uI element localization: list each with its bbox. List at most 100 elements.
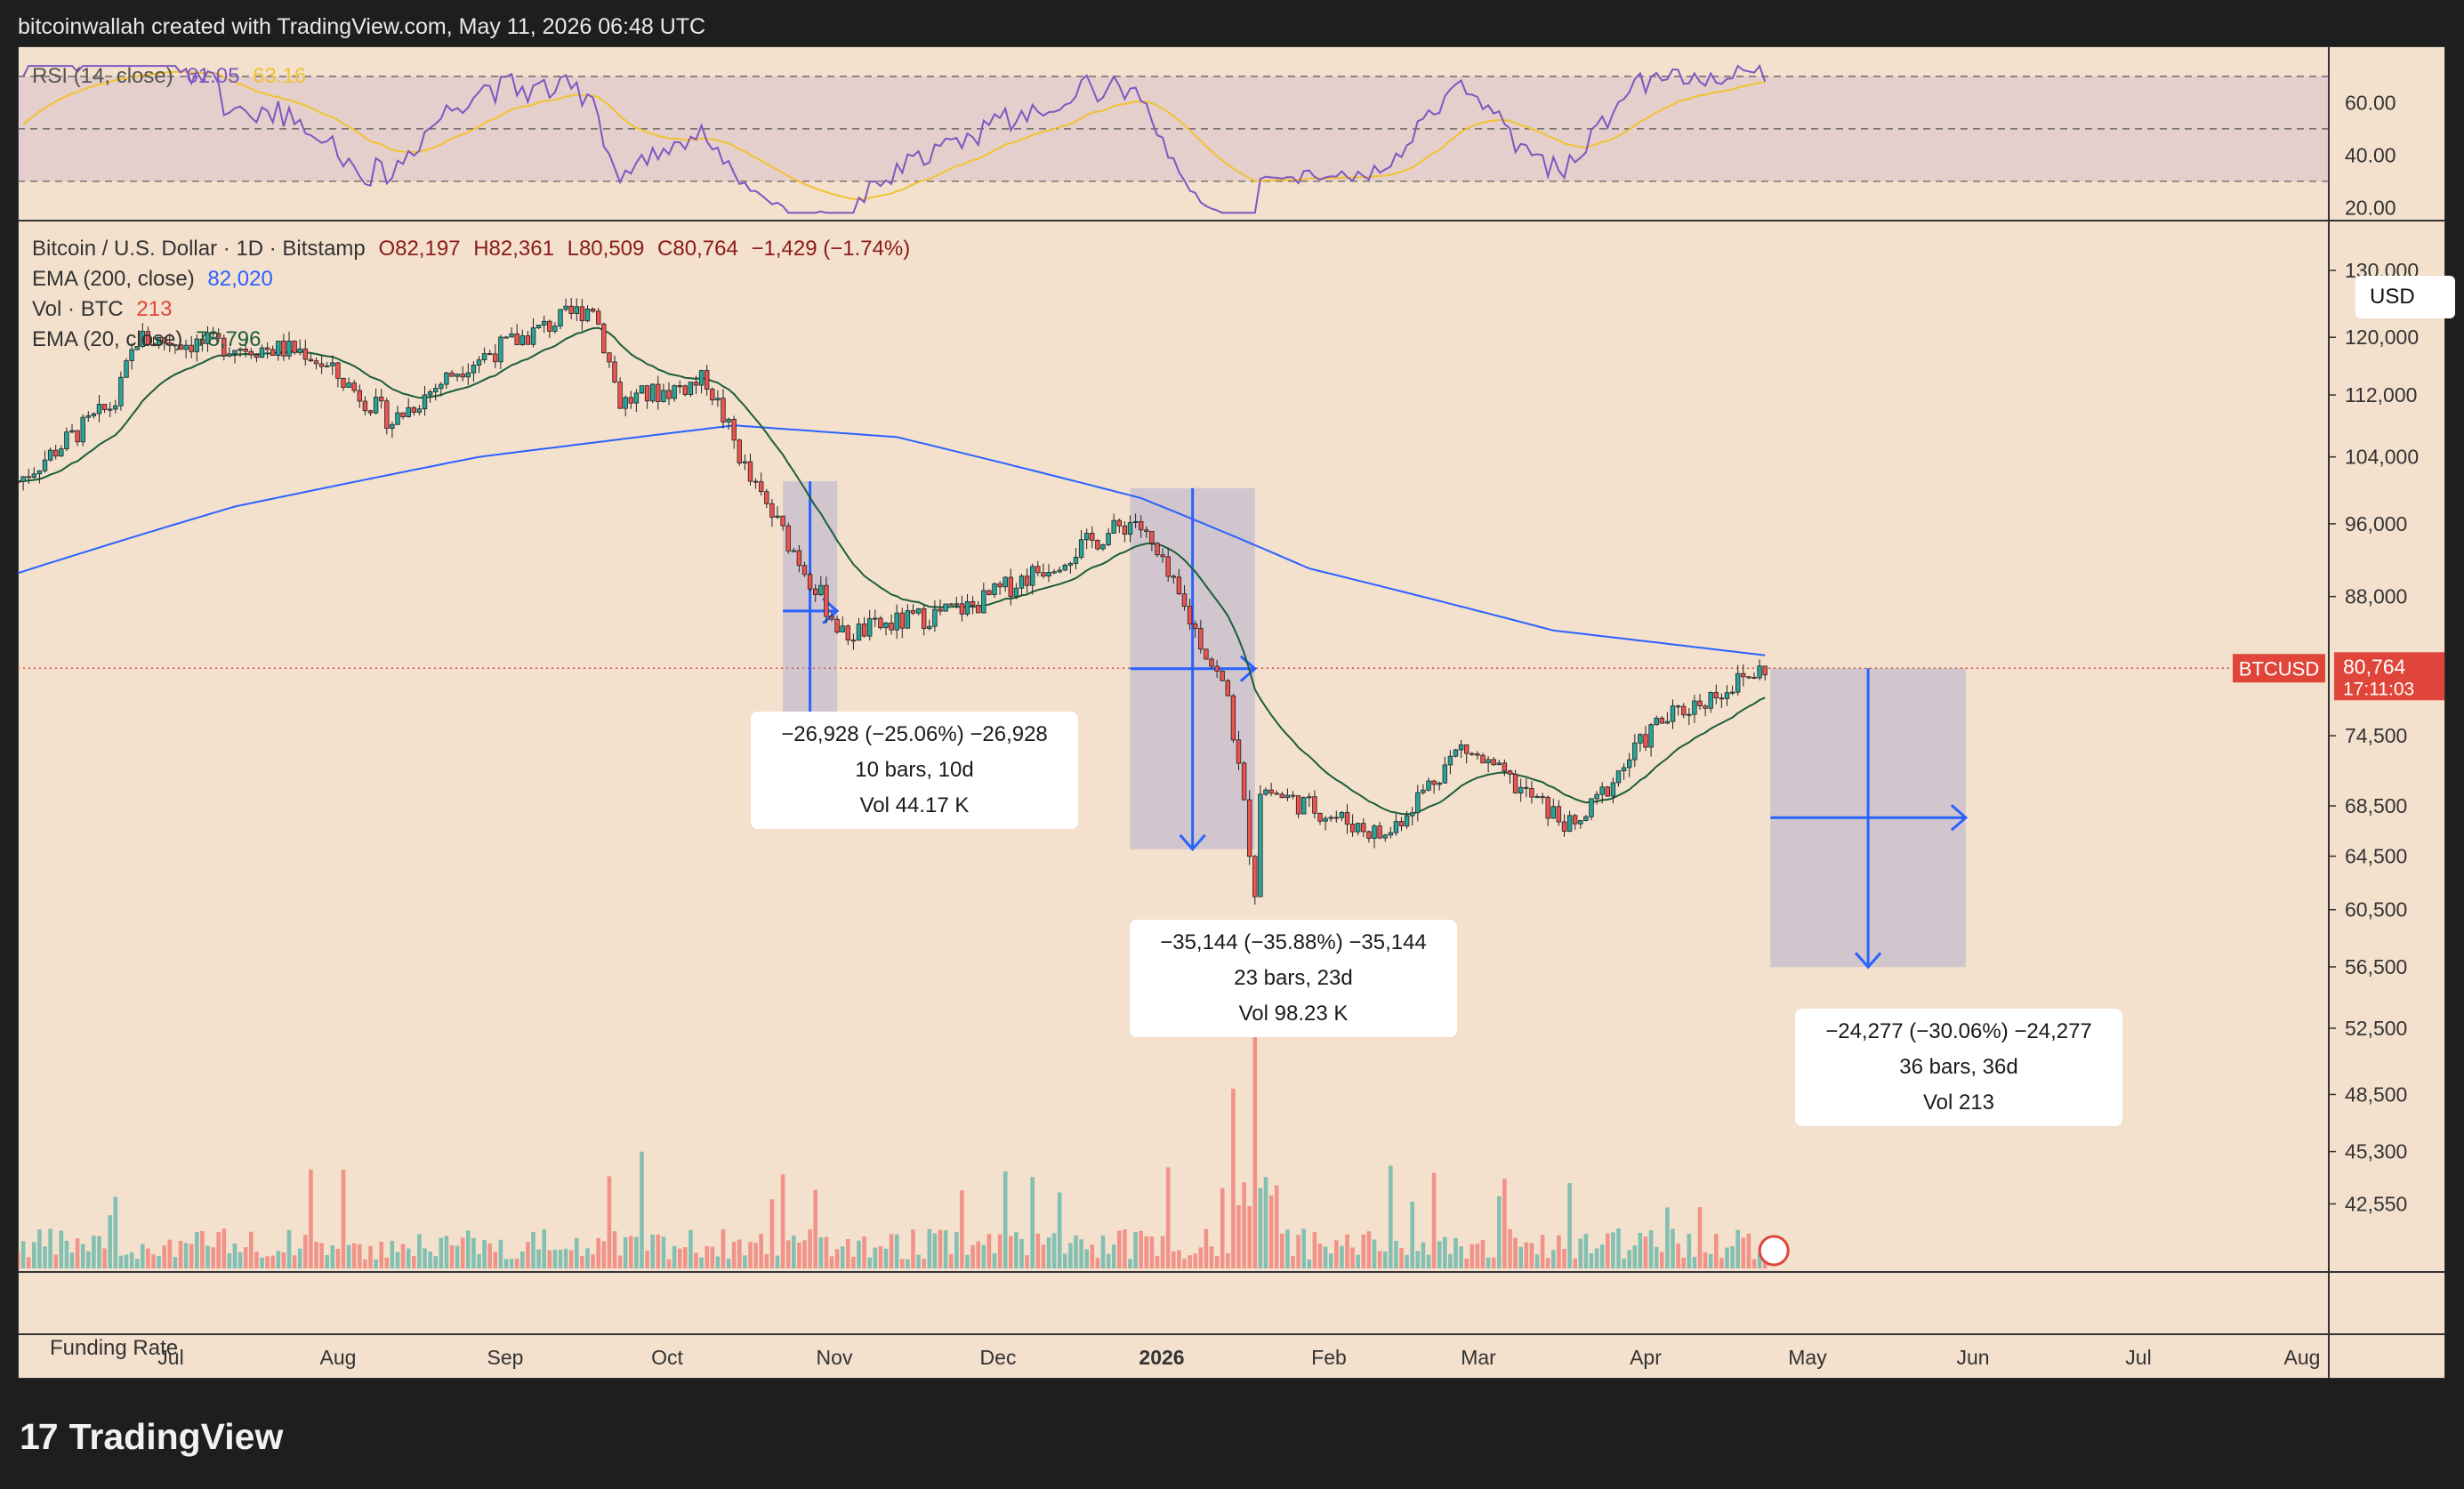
- us-flag-icon: [1758, 1235, 1790, 1267]
- volume-bar: [1741, 1237, 1746, 1268]
- candle-body: [1019, 575, 1025, 589]
- candle-body: [178, 344, 183, 350]
- candle-body: [362, 400, 368, 412]
- candle-body: [1035, 566, 1041, 574]
- tradingview-logo-icon: 17: [20, 1416, 59, 1457]
- volume-bar: [1730, 1246, 1735, 1268]
- volume-bar: [1188, 1255, 1192, 1268]
- symbol-title: Bitcoin / U.S. Dollar · 1D · Bitstamp: [32, 237, 366, 261]
- volume-bar: [1035, 1233, 1041, 1268]
- volume-bar: [558, 1249, 563, 1268]
- candle-body: [1344, 811, 1350, 825]
- candle-body: [238, 348, 243, 351]
- volume-bar: [1431, 1172, 1437, 1268]
- candle-body: [1475, 753, 1480, 756]
- candle-body: [1692, 700, 1697, 715]
- candle-body: [927, 625, 932, 629]
- measure-h-arrowhead: [1239, 655, 1258, 682]
- tradingview-brand: TradingView: [68, 1416, 284, 1457]
- volume-bar: [640, 1151, 644, 1268]
- candle-body: [1013, 587, 1019, 597]
- candle-body: [297, 348, 302, 353]
- tradingview-footer[interactable]: 17 TradingView: [20, 1416, 283, 1458]
- y-tick-label: 74,500: [2345, 724, 2407, 747]
- candle-body: [1225, 680, 1230, 696]
- price-tag-value: 80,764: [2343, 655, 2406, 678]
- volume-bar: [1697, 1207, 1703, 1268]
- volume-bar: [1285, 1229, 1290, 1268]
- currency-button[interactable]: USD: [2355, 276, 2455, 318]
- candle-body: [346, 382, 351, 388]
- volume-bar: [1426, 1254, 1431, 1268]
- candle-body: [205, 332, 211, 344]
- candle-body: [134, 346, 140, 350]
- volume-bar: [1334, 1240, 1339, 1268]
- candle-body: [607, 352, 612, 363]
- candle-body: [481, 353, 487, 360]
- volume-bar: [157, 1256, 161, 1268]
- volume-bar: [1063, 1253, 1067, 1268]
- candle-body: [878, 617, 883, 629]
- candle-body: [1757, 665, 1762, 679]
- candle-body: [661, 390, 666, 402]
- candle-body: [487, 353, 493, 356]
- candle-body: [1638, 734, 1643, 744]
- measure-1-bars: 10 bars, 10d: [855, 758, 974, 782]
- candle-body: [1697, 700, 1703, 707]
- candle-body: [1323, 817, 1328, 822]
- candle-body: [1447, 755, 1453, 766]
- volume-bar: [1394, 1241, 1398, 1268]
- volume-bar: [108, 1215, 112, 1268]
- volume-bar: [1421, 1242, 1426, 1268]
- volume-bar: [1622, 1258, 1626, 1268]
- x-tick-label: Sep: [487, 1346, 524, 1369]
- candle-body: [1398, 821, 1405, 826]
- candle-body: [563, 305, 568, 310]
- volume-bar: [927, 1228, 932, 1268]
- rsi-ma-line: [22, 70, 1766, 201]
- volume-bar: [1643, 1236, 1648, 1268]
- volume-bar: [1459, 1246, 1463, 1268]
- candle-body: [1583, 816, 1589, 821]
- candle-body: [1594, 793, 1599, 800]
- candle-body: [1426, 780, 1431, 791]
- volume-bar: [1735, 1229, 1740, 1268]
- candle-body: [1675, 705, 1681, 708]
- candle-body: [1111, 519, 1116, 534]
- candle-body: [232, 350, 238, 355]
- candle-body: [1627, 759, 1632, 769]
- rsi-legend: RSI (14, close) 61.05 63.16: [32, 64, 306, 89]
- candle-body: [1236, 739, 1242, 764]
- candle-body: [997, 583, 1003, 588]
- measure-2-bars: 23 bars, 23d: [1234, 966, 1353, 990]
- volume-bar: [1524, 1242, 1529, 1268]
- volume-bar: [1377, 1251, 1382, 1268]
- volume-bar: [113, 1196, 118, 1268]
- candle-body: [796, 550, 802, 567]
- volume-bar: [325, 1255, 329, 1268]
- volume-bar: [249, 1231, 254, 1268]
- ema20-value: 78,796: [196, 327, 262, 351]
- volume-bar: [862, 1236, 866, 1268]
- candle-body: [1713, 692, 1719, 699]
- candle-body: [1573, 815, 1578, 825]
- volume-bar: [1345, 1234, 1349, 1268]
- ema200-label: EMA (200, close): [32, 267, 195, 291]
- volume-bar: [1328, 1253, 1333, 1268]
- measure-1-volume: Vol 44.17 K: [859, 793, 970, 817]
- chart-frame[interactable]: 130,000 120,000 112,000 104,000 96,000 88,000…: [18, 46, 2455, 1379]
- volume-bar: [1057, 1192, 1062, 1268]
- volume-bar: [981, 1244, 986, 1268]
- candle-body: [1534, 796, 1540, 799]
- candle-body: [215, 333, 221, 339]
- candle-body: [1687, 713, 1692, 716]
- y-tick-label: 104,000: [2345, 446, 2419, 469]
- chart-canvas[interactable]: 130,000120,000112,000104,00096,00088,000…: [18, 46, 2445, 1379]
- volume-bar: [309, 1169, 313, 1268]
- candle-body: [1366, 831, 1372, 839]
- volume-bar: [1019, 1238, 1024, 1268]
- candle-body: [759, 481, 764, 493]
- rsi-tick-label: 20.00: [2345, 196, 2396, 219]
- volume-bar: [906, 1259, 910, 1268]
- candle-body: [465, 372, 471, 378]
